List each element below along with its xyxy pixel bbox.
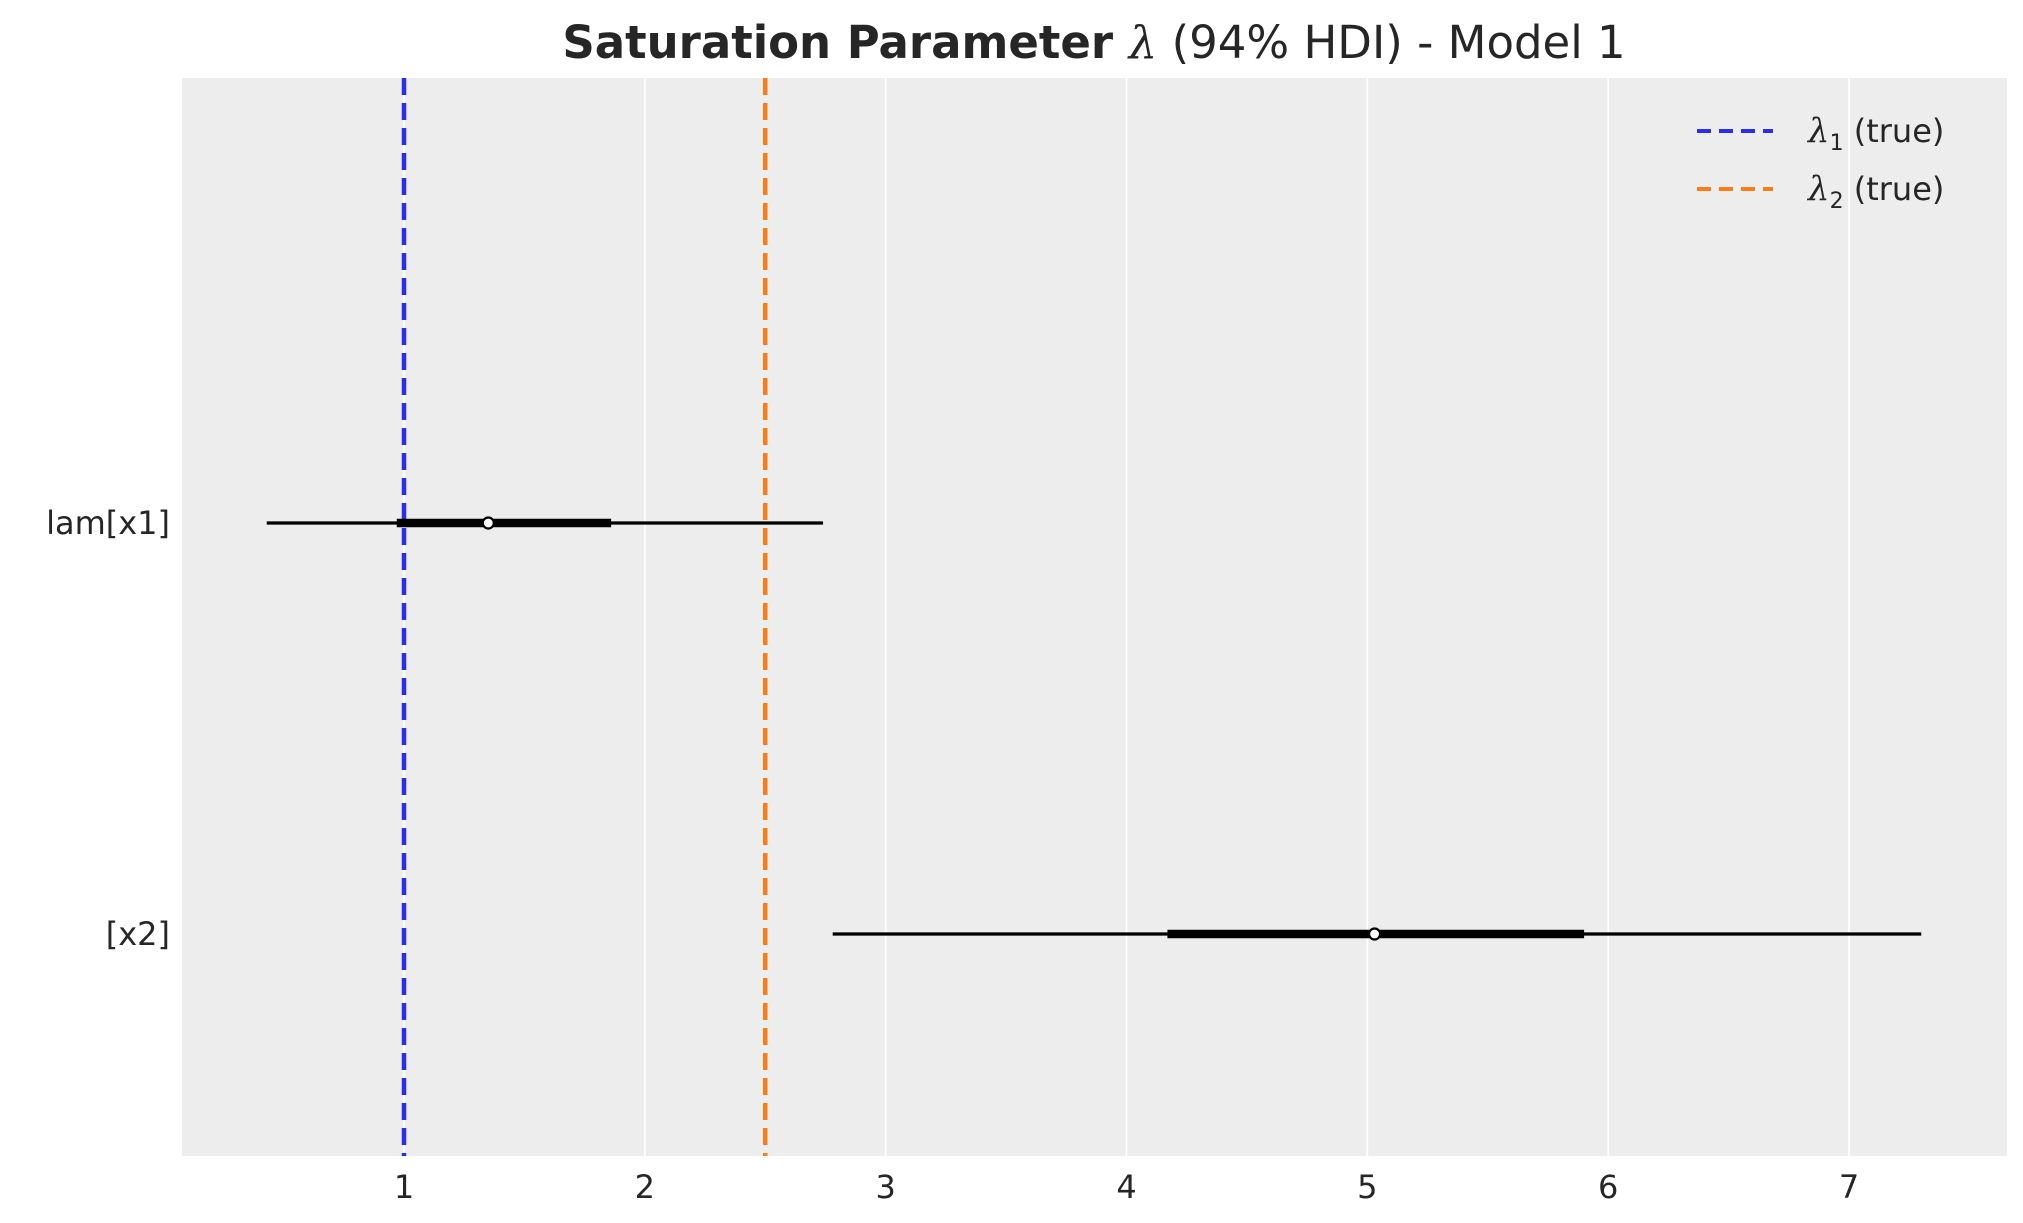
x-tick-label: 6 [1598,1168,1618,1206]
hdi-row [266,516,824,530]
plot-background [182,78,2007,1156]
x-tick-label: 3 [875,1168,895,1206]
x-tick-label: 2 [635,1168,655,1206]
median-point [1367,927,1382,941]
chart-title: Saturation Parameter λ (94% HDI) - Model… [562,16,1625,69]
x-tick-label: 5 [1357,1168,1377,1206]
x-tick-label: 7 [1839,1168,1859,1206]
legend-label-lambda1: λ1 (true) [1806,111,1944,156]
legend-label-lambda2: λ2 (true) [1806,169,1944,214]
y-tick-label: [x2] [106,915,170,953]
hdi-row [832,927,1922,941]
x-tick-labels: 1 2 3 4 5 6 7 [394,1168,1859,1206]
legend-entry-lambda1: λ1 (true) [1697,111,1944,156]
gridlines [403,78,1850,1156]
x-tick-label: 1 [394,1168,414,1206]
x-tick-label: 4 [1116,1168,1136,1206]
median-point [481,516,495,530]
hdi-intervals [266,516,1922,941]
reference-lines [401,78,768,1156]
legend-entry-lambda2: λ2 (true) [1697,169,1944,214]
legend: λ1 (true) λ2 (true) [1697,111,1944,214]
y-tick-labels: lam[x1] [x2] [46,504,170,953]
y-tick-label: lam[x1] [46,504,170,542]
